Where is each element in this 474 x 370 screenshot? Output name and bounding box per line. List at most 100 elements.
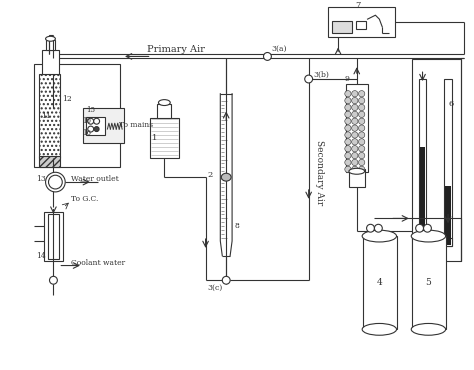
Circle shape (358, 125, 365, 131)
Bar (346, 84, 367, 172)
Text: To G.C.: To G.C. (71, 195, 99, 203)
Bar (363, 236, 397, 329)
Text: 13: 13 (36, 175, 46, 183)
Text: 11: 11 (41, 112, 50, 120)
Bar (419, 147, 426, 245)
Circle shape (352, 91, 358, 97)
Bar (34, 64, 120, 167)
Bar (157, 104, 171, 118)
Circle shape (345, 152, 351, 159)
Bar (419, 79, 427, 246)
Bar (47, 213, 59, 259)
Circle shape (345, 111, 351, 118)
Circle shape (88, 118, 94, 124)
Text: 8: 8 (234, 222, 239, 230)
Circle shape (352, 145, 358, 152)
Text: 6: 6 (448, 100, 453, 108)
Circle shape (374, 224, 383, 232)
Circle shape (345, 132, 351, 138)
Circle shape (358, 104, 365, 111)
Ellipse shape (158, 100, 170, 105)
Circle shape (352, 139, 358, 145)
Bar (444, 79, 452, 246)
Bar (328, 7, 395, 37)
Bar (150, 118, 179, 158)
Bar (86, 117, 105, 135)
Circle shape (366, 224, 374, 232)
Text: 7: 7 (355, 1, 360, 9)
Circle shape (345, 118, 351, 124)
Bar (412, 236, 446, 329)
Bar (419, 239, 451, 245)
Bar (46, 40, 55, 50)
Circle shape (345, 104, 351, 111)
Circle shape (48, 175, 62, 189)
Ellipse shape (221, 173, 231, 181)
Circle shape (352, 132, 358, 138)
Bar (83, 108, 124, 143)
Ellipse shape (411, 323, 446, 335)
Bar (44, 212, 63, 260)
Circle shape (345, 125, 351, 131)
Ellipse shape (46, 36, 55, 41)
Text: Water outlet: Water outlet (71, 175, 119, 183)
Circle shape (88, 126, 94, 132)
Text: 3(c): 3(c) (208, 284, 223, 292)
Circle shape (345, 91, 351, 97)
Circle shape (358, 132, 365, 138)
Circle shape (358, 159, 365, 166)
Circle shape (264, 53, 271, 60)
Text: Secondary Air: Secondary Air (315, 139, 324, 205)
Circle shape (352, 97, 358, 104)
Circle shape (358, 97, 365, 104)
Circle shape (352, 166, 358, 172)
Circle shape (358, 152, 365, 159)
Circle shape (49, 276, 57, 284)
Bar (39, 74, 60, 158)
Circle shape (222, 276, 230, 284)
Text: 2: 2 (207, 171, 212, 179)
Circle shape (358, 139, 365, 145)
Circle shape (352, 125, 358, 131)
Circle shape (358, 118, 365, 124)
Text: 12: 12 (62, 95, 72, 102)
Circle shape (345, 159, 351, 166)
Circle shape (358, 145, 365, 152)
Text: 4: 4 (376, 278, 382, 287)
Circle shape (424, 224, 431, 232)
Circle shape (358, 166, 365, 172)
Text: 5: 5 (426, 278, 431, 287)
Bar (39, 156, 60, 167)
Bar (419, 238, 452, 246)
Circle shape (94, 127, 99, 131)
Ellipse shape (362, 230, 397, 242)
Text: 9: 9 (344, 75, 349, 83)
Bar (356, 21, 365, 29)
Circle shape (358, 91, 365, 97)
Text: 10: 10 (82, 117, 91, 125)
Circle shape (345, 145, 351, 152)
Circle shape (352, 111, 358, 118)
Bar (412, 59, 461, 260)
Circle shape (345, 139, 351, 145)
Text: 16: 16 (82, 129, 91, 137)
Text: 14: 14 (36, 252, 46, 260)
Circle shape (352, 104, 358, 111)
Circle shape (352, 118, 358, 124)
Text: 3(b): 3(b) (314, 71, 329, 79)
Circle shape (358, 111, 365, 118)
Text: 3(a): 3(a) (271, 44, 287, 53)
Circle shape (305, 75, 312, 83)
Circle shape (352, 159, 358, 166)
Ellipse shape (349, 168, 365, 174)
Text: To mains: To mains (119, 121, 153, 129)
Bar (332, 21, 352, 33)
Text: 15: 15 (86, 107, 95, 114)
Bar (349, 169, 365, 187)
Circle shape (94, 118, 100, 124)
Text: 1: 1 (152, 134, 157, 142)
Circle shape (345, 166, 351, 172)
Circle shape (416, 224, 424, 232)
Ellipse shape (411, 230, 446, 242)
Bar (42, 50, 59, 74)
